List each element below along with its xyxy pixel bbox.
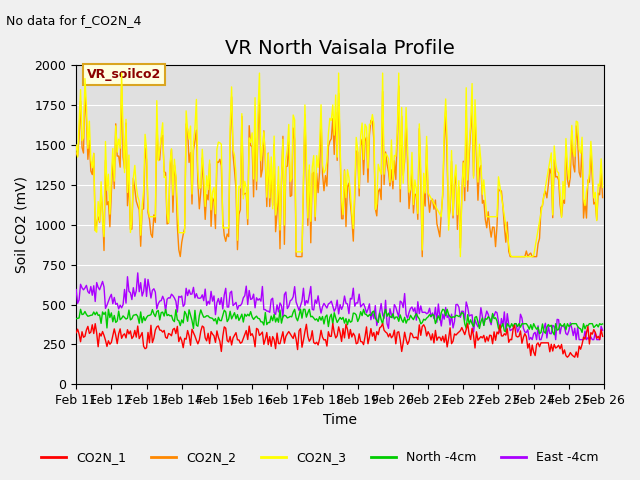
Text: VR_soilco2: VR_soilco2 <box>86 68 161 81</box>
Text: No data for f_CO2N_4: No data for f_CO2N_4 <box>6 14 142 27</box>
Y-axis label: Soil CO2 (mV): Soil CO2 (mV) <box>15 176 29 273</box>
Title: VR North Vaisala Profile: VR North Vaisala Profile <box>225 39 455 58</box>
X-axis label: Time: Time <box>323 413 357 427</box>
Legend: CO2N_1, CO2N_2, CO2N_3, North -4cm, East -4cm: CO2N_1, CO2N_2, CO2N_3, North -4cm, East… <box>36 446 604 469</box>
